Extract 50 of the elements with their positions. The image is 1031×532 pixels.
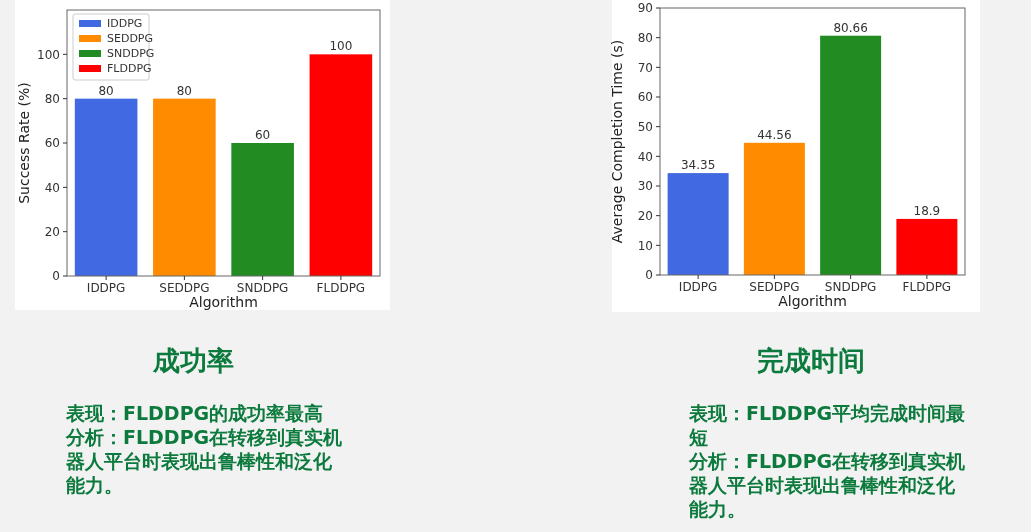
x-tick-label: SNDDPG — [236, 281, 289, 295]
data-label: 34.35 — [680, 158, 716, 173]
x-tick-label: SNDDPG — [824, 280, 877, 294]
y-tick-label: 60 — [637, 90, 653, 105]
y-tick-label: 80 — [637, 30, 653, 45]
y-tick-label: 20 — [637, 208, 653, 223]
y-tick-label: 40 — [637, 149, 653, 164]
text: 完成时间 — [757, 345, 865, 376]
text: 表现：FLDDPG的成功率最高 — [65, 402, 324, 424]
x-axis-title: Algorithm — [778, 293, 847, 309]
text: 表现：FLDDPG平均完成时间最短 — [688, 402, 966, 448]
x-tick-label: IDDPG — [86, 281, 126, 295]
text: 成功率 — [151, 345, 234, 376]
x-tick-label: FLDDPG — [316, 281, 366, 295]
x-axis-title: Algorithm — [189, 294, 258, 310]
text: 分析：FLDDPG在转移到真实机器人平台时表现出鲁棒性和泛化能力。 — [688, 450, 966, 520]
y-tick-label: 90 — [637, 1, 653, 16]
x-tick-label: FLDDPG — [902, 280, 952, 294]
y-tick-label: 100 — [37, 47, 60, 62]
data-label: 80 — [98, 83, 114, 98]
y-tick-label: 10 — [637, 238, 653, 253]
y-axis-title: Success Rate (%) — [16, 82, 32, 204]
x-tick-label: SEDDPG — [749, 280, 800, 294]
bar — [896, 218, 958, 275]
data-label: 60 — [254, 128, 271, 142]
y-tick-label: 50 — [637, 119, 653, 134]
y-tick-label: 0 — [52, 269, 60, 284]
data-label: 80.66 — [833, 20, 868, 35]
legend-label: SEDDPG — [107, 32, 154, 45]
y-tick-label: 30 — [637, 179, 653, 194]
data-label: 100 — [329, 39, 353, 54]
legend-label: IDDPG — [107, 17, 143, 30]
y-tick-label: 40 — [44, 180, 60, 195]
bar — [743, 142, 805, 275]
legend-label: FLDDPG — [107, 62, 152, 75]
bar — [667, 173, 729, 275]
x-tick-label: IDDPG — [678, 280, 718, 294]
x-tick-label: SEDDPG — [159, 281, 210, 295]
y-tick-label: 60 — [44, 136, 60, 151]
data-label: 80 — [176, 83, 193, 98]
data-label: 44.56 — [757, 127, 792, 142]
legend-label: SNDDPG — [107, 47, 155, 60]
bar — [820, 35, 882, 275]
y-tick-label: 80 — [44, 91, 60, 106]
y-tick-label: 0 — [645, 268, 653, 283]
y-tick-label: 70 — [637, 60, 653, 75]
y-axis-title: Average Completion Time (s) — [609, 39, 625, 244]
y-tick-label: 20 — [44, 224, 60, 239]
data-label: 18.9 — [913, 203, 941, 218]
text: 分析：FLDDPG在转移到真实机器人平台时表现出鲁棒性和泛化能力。 — [65, 426, 343, 496]
